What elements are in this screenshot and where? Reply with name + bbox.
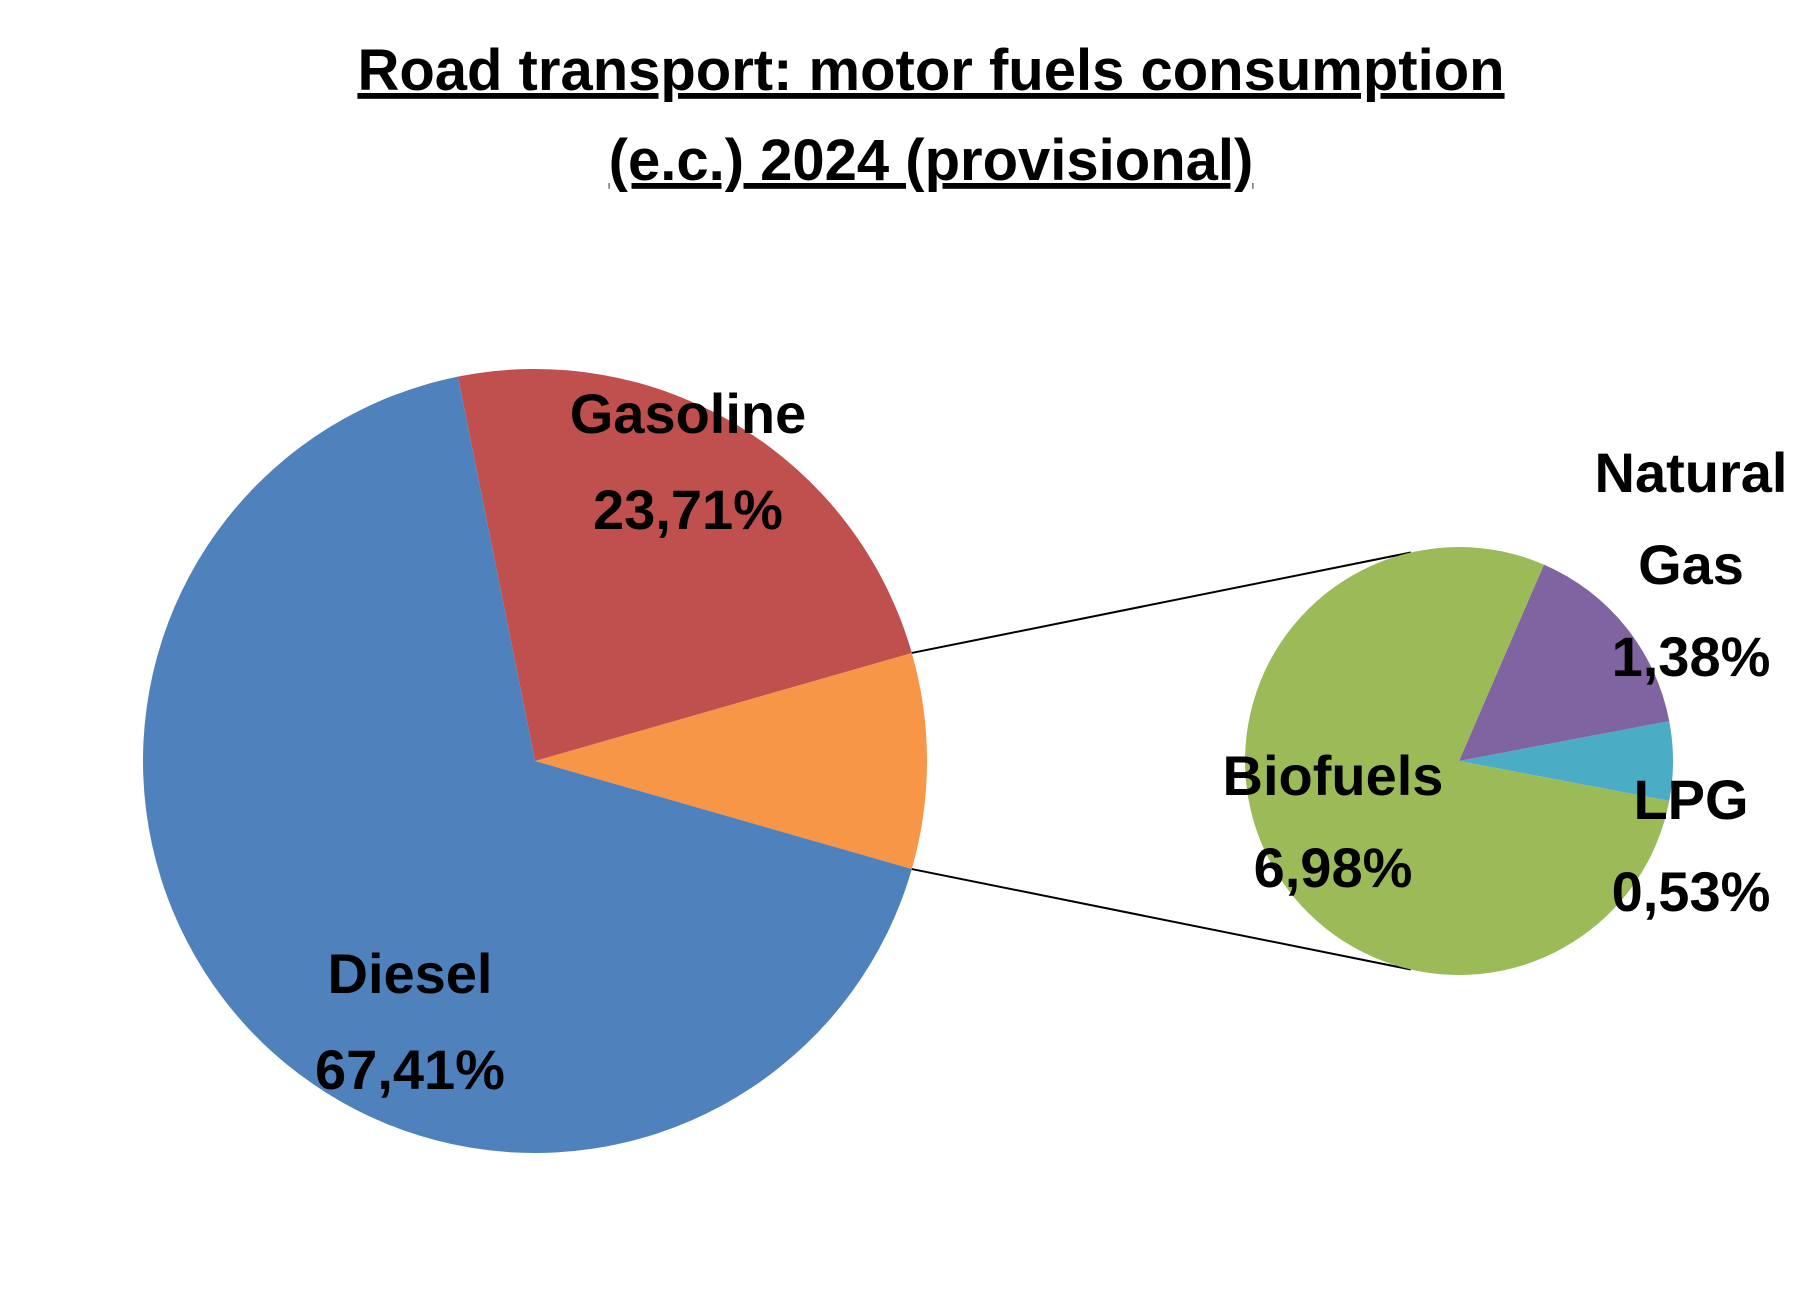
- data-label-name: LPG: [1633, 768, 1748, 831]
- data-label-value: 23,71%: [593, 478, 783, 541]
- connector-line-top: [911, 551, 1412, 654]
- data-label-name: Biofuels: [1223, 744, 1444, 807]
- data-label-name: Diesel: [328, 942, 493, 1005]
- pie-slice-gasoline: [457, 368, 912, 761]
- secondary-slice-natural-gas: [1459, 564, 1670, 761]
- data-label-biofuels: Biofuels 6,98%: [1223, 744, 1444, 899]
- data-label-gasoline: Gasoline 23,71%: [570, 382, 807, 541]
- main-pie: [142, 368, 927, 1153]
- data-label-natural-gas: Natural Gas 1,38%: [1595, 441, 1788, 688]
- secondary-slice-lpg: [1459, 721, 1674, 801]
- data-label-lpg: LPG 0,53%: [1612, 768, 1771, 923]
- pie-slice-diesel: [142, 376, 912, 1153]
- chart-title-line-1: Road transport: motor fuels consumption: [357, 38, 1504, 103]
- secondary-pie: [1245, 547, 1674, 976]
- pie-slice-other: [535, 652, 927, 870]
- data-label-name: Gasoline: [570, 382, 807, 445]
- data-labels: Gasoline 23,71% Diesel 67,41% Natural Gas 1,38…: [315, 382, 1787, 1101]
- connector-lines: [911, 551, 1412, 971]
- data-label-value: 6,98%: [1254, 836, 1413, 899]
- connector-line-bottom: [911, 868, 1412, 971]
- data-label-value: 1,38%: [1612, 625, 1771, 688]
- chart-title: Road transport: motor fuels consumption …: [357, 38, 1504, 193]
- data-label-value: 67,41%: [315, 1038, 505, 1101]
- secondary-slice-biofuels: [1245, 547, 1670, 976]
- data-label-name: Gas: [1638, 533, 1744, 596]
- data-label-value: 0,53%: [1612, 860, 1771, 923]
- chart-title-line-2: (e.c.) 2024 (provisional): [609, 128, 1254, 193]
- data-label-name: Natural: [1595, 441, 1788, 504]
- data-label-diesel: Diesel 67,41%: [315, 942, 505, 1101]
